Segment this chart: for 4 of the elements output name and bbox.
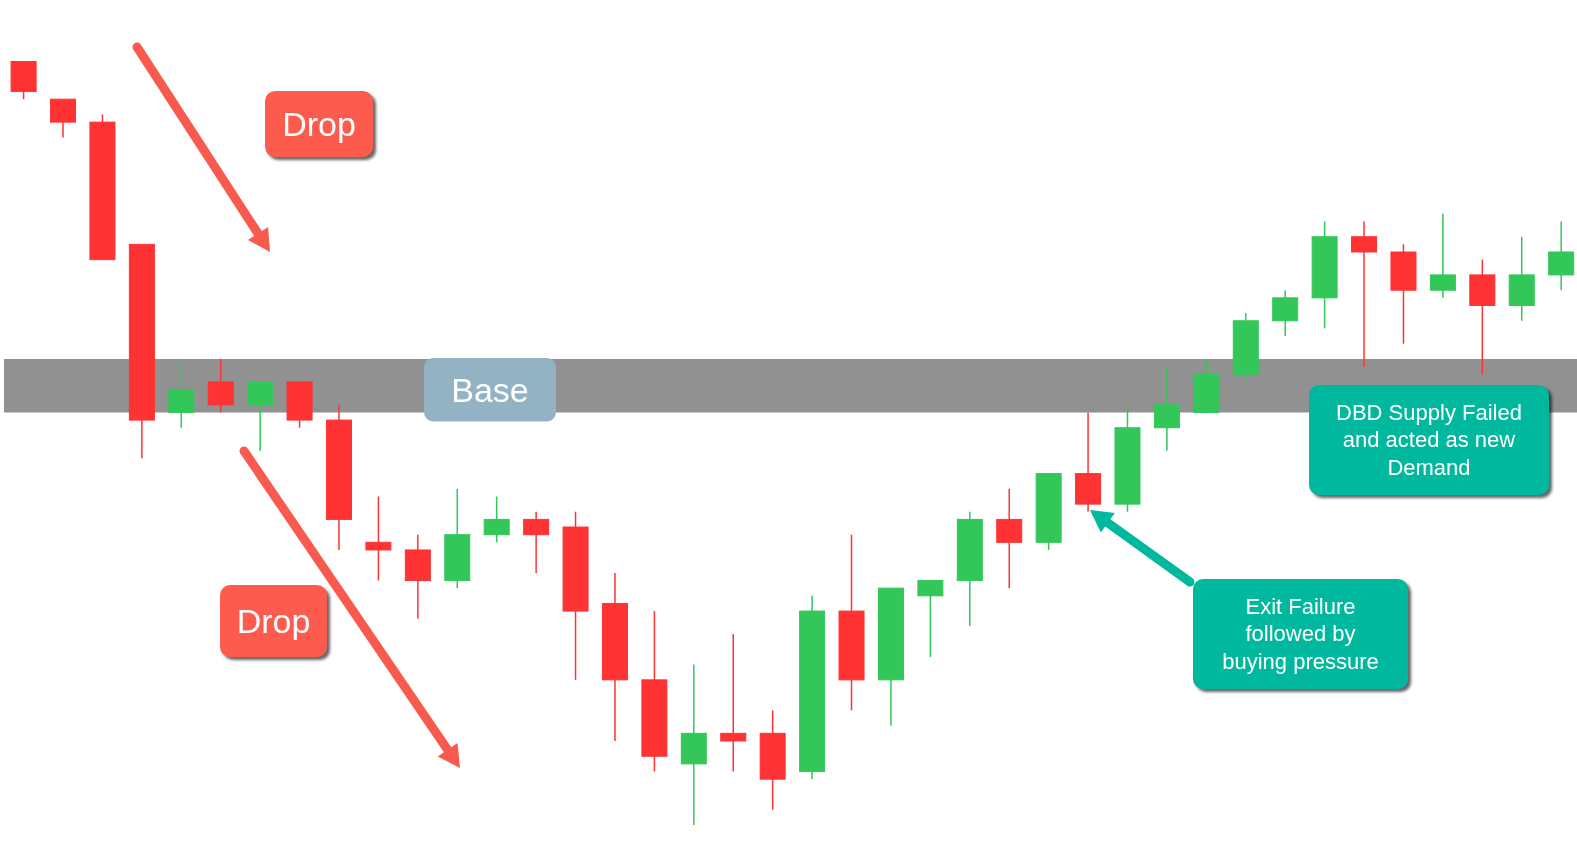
candlestick (365, 495, 392, 582)
band-label: Base (451, 370, 529, 409)
candlestick (720, 633, 747, 773)
candlestick (1351, 220, 1378, 368)
